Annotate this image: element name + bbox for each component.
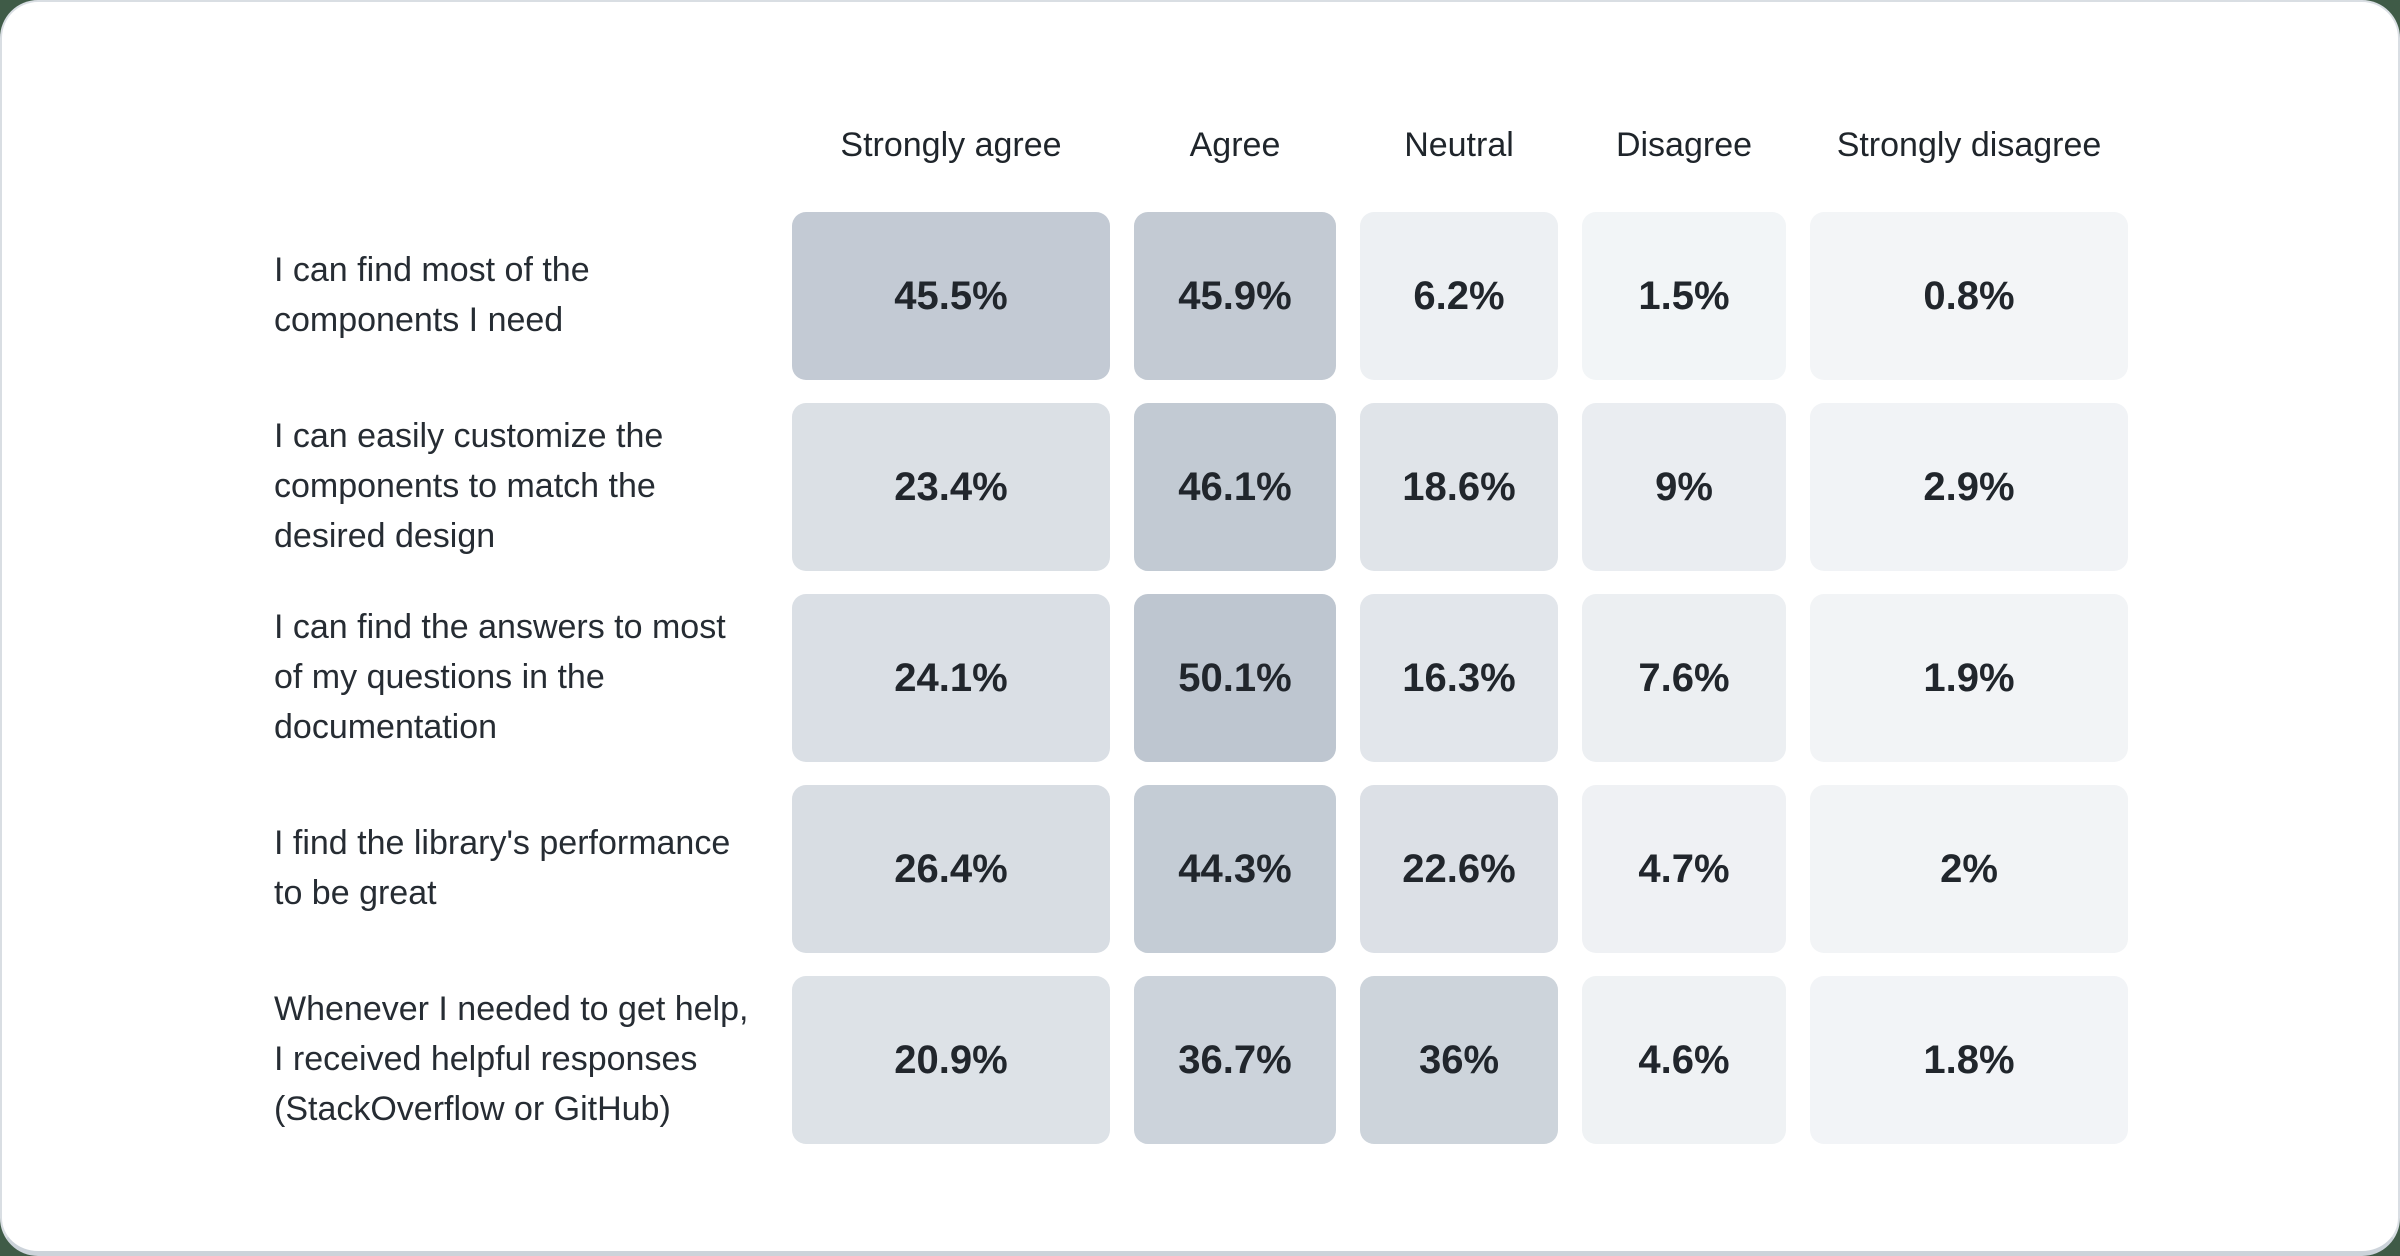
row-label: I can find the answers to most of my que… — [274, 608, 726, 746]
heatmap-cell: 46.1% — [1134, 403, 1336, 571]
heatmap-cell: 26.4% — [792, 785, 1110, 953]
heatmap-cell: 36.7% — [1134, 976, 1336, 1144]
heatmap-cell: 45.5% — [792, 212, 1110, 380]
heatmap-cell: 7.6% — [1582, 594, 1786, 762]
heatmap-cell: 16.3% — [1360, 594, 1558, 762]
column-header-neutral: Neutral — [1404, 126, 1514, 164]
heatmap-cell: 6.2% — [1360, 212, 1558, 380]
heatmap-cell: 4.6% — [1582, 976, 1786, 1144]
heatmap-cell: 9% — [1582, 403, 1786, 571]
column-header-agree: Agree — [1189, 126, 1281, 164]
heatmap-cell: 23.4% — [792, 403, 1110, 571]
row-label: I find the library's performance to be g… — [274, 824, 731, 912]
heatmap-cell: 2% — [1810, 785, 2128, 953]
heatmap-cell: 20.9% — [792, 976, 1110, 1144]
row-label: I can find most of the components I need — [274, 251, 590, 339]
heatmap-cell: 18.6% — [1360, 403, 1558, 571]
heatmap-cell: 0.8% — [1810, 212, 2128, 380]
heatmap-cell: 24.1% — [792, 594, 1110, 762]
heatmap-cell: 36% — [1360, 976, 1558, 1144]
heatmap-cell: 4.7% — [1582, 785, 1786, 953]
heatmap-cell: 44.3% — [1134, 785, 1336, 953]
heatmap-cell: 1.5% — [1582, 212, 1786, 380]
heatmap-cell: 45.9% — [1134, 212, 1336, 380]
row-label: I can easily customize the components to… — [274, 417, 664, 555]
header-spacer — [274, 102, 768, 189]
heatmap-cell: 2.9% — [1810, 403, 2128, 571]
heatmap-cell: 22.6% — [1360, 785, 1558, 953]
row-label: Whenever I needed to get help, I receive… — [274, 990, 749, 1128]
heatmap-cell: 1.9% — [1810, 594, 2128, 762]
heatmap-cell: 1.8% — [1810, 976, 2128, 1144]
column-header-strongly-disagree: Strongly disagree — [1836, 126, 2102, 164]
column-header-strongly-agree: Strongly agree — [840, 126, 1062, 164]
column-header-disagree: Disagree — [1615, 126, 1753, 164]
heatmap-grid: Strongly agree Agree Neutral Disagree St… — [274, 102, 2128, 1144]
heatmap-cell: 50.1% — [1134, 594, 1336, 762]
